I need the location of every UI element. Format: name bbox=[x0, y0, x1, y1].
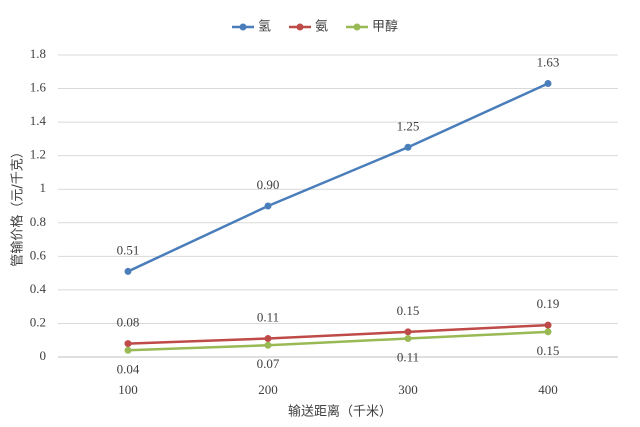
x-tick-label: 200 bbox=[258, 382, 278, 397]
x-tick-label: 400 bbox=[538, 382, 558, 397]
data-point bbox=[264, 341, 272, 349]
data-label: 0.11 bbox=[257, 310, 279, 325]
y-tick-label: 1 bbox=[40, 180, 47, 195]
y-tick-label: 0.6 bbox=[30, 247, 47, 262]
legend-marker bbox=[239, 23, 247, 31]
y-tick-label: 0 bbox=[40, 348, 47, 363]
y-tick-label: 0.8 bbox=[30, 214, 46, 229]
data-label: 0.19 bbox=[537, 296, 560, 311]
data-point bbox=[124, 267, 132, 275]
data-point bbox=[544, 328, 552, 336]
data-point bbox=[124, 340, 132, 348]
y-axis-label: 管输价格（元/千克） bbox=[10, 145, 26, 266]
legend-marker bbox=[296, 23, 304, 31]
data-point bbox=[264, 335, 272, 343]
legend-marker bbox=[353, 23, 361, 31]
series-line bbox=[127, 82, 549, 273]
data-label: 0.51 bbox=[117, 242, 140, 257]
data-point bbox=[544, 321, 552, 329]
data-label: 0.90 bbox=[257, 177, 280, 192]
data-label: 0.04 bbox=[117, 361, 140, 376]
data-label: 1.25 bbox=[397, 118, 420, 133]
data-point bbox=[544, 80, 552, 88]
y-tick-label: 1.4 bbox=[30, 113, 47, 128]
x-tick-label: 300 bbox=[398, 382, 418, 397]
y-tick-label: 0.4 bbox=[30, 281, 47, 296]
data-point bbox=[404, 335, 412, 343]
x-axis-label: 输送距离（千米） bbox=[288, 404, 392, 420]
data-point bbox=[404, 328, 412, 336]
legend-label: 氢 bbox=[258, 20, 271, 35]
data-point bbox=[264, 202, 272, 210]
data-label: 0.07 bbox=[257, 356, 280, 371]
y-tick-label: 1.8 bbox=[30, 46, 46, 61]
data-label: 0.15 bbox=[537, 343, 560, 358]
x-tick-label: 100 bbox=[118, 382, 138, 397]
y-tick-label: 1.6 bbox=[30, 80, 47, 95]
data-point bbox=[124, 346, 132, 354]
data-label: 0.15 bbox=[397, 303, 420, 318]
legend-label: 氨 bbox=[315, 20, 328, 35]
y-tick-label: 0.2 bbox=[30, 314, 46, 329]
legend-label: 甲醇 bbox=[372, 19, 398, 35]
data-label: 0.11 bbox=[397, 350, 419, 365]
series-line bbox=[127, 323, 549, 345]
series-line bbox=[127, 330, 549, 352]
data-label: 1.63 bbox=[537, 55, 560, 70]
data-point bbox=[404, 143, 412, 151]
y-tick-label: 1.2 bbox=[30, 147, 46, 162]
data-label: 0.08 bbox=[117, 315, 140, 330]
